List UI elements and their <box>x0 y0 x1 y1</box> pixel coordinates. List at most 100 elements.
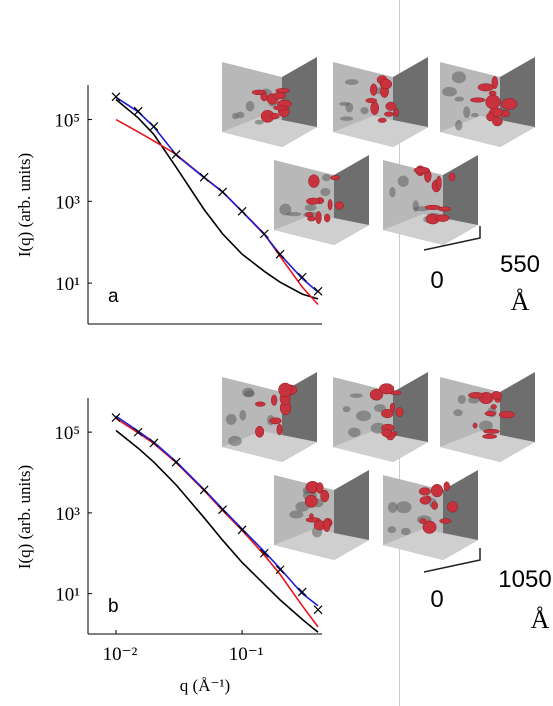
scale-bar-line <box>423 548 481 573</box>
scale-bar: 0 550 Å <box>423 226 540 316</box>
shadow <box>442 86 457 97</box>
shadow <box>387 502 398 513</box>
blob <box>419 518 427 524</box>
blob <box>270 113 280 120</box>
blob <box>394 107 399 118</box>
blob <box>304 494 318 508</box>
blob <box>385 101 397 111</box>
y-tick-label: 10⁵ <box>54 111 80 132</box>
data-point <box>259 229 269 239</box>
blob <box>269 417 282 425</box>
blob <box>501 98 518 110</box>
blob <box>370 83 378 96</box>
scale-unit: Å <box>531 605 550 634</box>
shadow <box>453 409 463 417</box>
blob <box>369 388 384 401</box>
data-point <box>218 187 227 197</box>
shadow <box>342 406 351 413</box>
blob <box>308 174 320 188</box>
shadow <box>455 119 463 131</box>
blob <box>448 172 456 182</box>
scale-bar-line <box>423 226 481 251</box>
data-point <box>297 587 307 597</box>
cube <box>333 57 428 147</box>
data-point <box>149 121 159 131</box>
cube-floor <box>440 431 535 462</box>
data-point <box>133 427 143 437</box>
data-point <box>275 249 285 259</box>
blob <box>327 199 333 211</box>
cube <box>274 155 369 245</box>
blob <box>486 112 495 122</box>
shadow <box>245 100 255 112</box>
cube-floor <box>383 214 478 245</box>
blob <box>320 489 330 503</box>
shadow <box>467 396 480 404</box>
y-axis-label: I(q) (arb. units) <box>15 465 34 569</box>
y-tick-label: 10³ <box>55 504 80 525</box>
chart-panel: 10¹ 10³ 10⁵ I(q) (arb. units) a <box>15 85 323 325</box>
blob <box>271 394 278 406</box>
shadow <box>286 212 302 217</box>
cube-renderings <box>222 57 535 560</box>
shadow <box>463 106 471 119</box>
blob <box>468 392 485 399</box>
blob <box>413 166 430 174</box>
data-point <box>313 286 323 296</box>
blob <box>370 101 379 116</box>
blob <box>309 513 314 519</box>
blob <box>422 520 437 534</box>
blob <box>278 382 293 397</box>
shadow <box>451 71 466 84</box>
cube-floor <box>440 116 535 147</box>
shadow <box>350 393 363 398</box>
y-axis-label: I(q) (arb. units) <box>15 153 34 257</box>
blob <box>439 518 452 524</box>
blob <box>431 501 438 510</box>
shadow <box>322 173 332 182</box>
blob <box>419 496 431 505</box>
blob <box>381 409 394 419</box>
data-point <box>149 438 159 448</box>
cube <box>274 470 369 560</box>
data-point <box>297 272 307 282</box>
cube <box>383 155 478 245</box>
shadow <box>348 427 361 438</box>
blob <box>272 92 287 100</box>
shadow <box>454 96 465 102</box>
shadow <box>232 112 239 120</box>
data-point <box>111 92 121 102</box>
blob <box>491 76 498 90</box>
blob <box>260 92 268 102</box>
y-tick-label: 10³ <box>55 192 80 213</box>
data-point <box>199 485 209 495</box>
y-tick-label: 10⁵ <box>54 423 80 444</box>
cube-floor <box>222 431 317 462</box>
shadow <box>344 79 359 85</box>
scale-end: 550 <box>500 251 540 278</box>
shadow <box>360 106 369 115</box>
shadow <box>400 527 411 536</box>
shadow <box>304 204 317 212</box>
blob <box>273 105 289 111</box>
shadow <box>228 435 242 447</box>
shadow <box>339 116 354 121</box>
blob <box>365 98 378 104</box>
blob <box>323 518 331 532</box>
blob <box>472 422 478 429</box>
data-point <box>275 565 285 575</box>
blob <box>276 423 283 436</box>
shadow <box>279 203 292 216</box>
blob <box>275 88 291 94</box>
cube-floor <box>383 529 478 560</box>
shadow <box>254 119 264 125</box>
x-axis-label: q (Å⁻¹) <box>180 676 230 695</box>
chart-panel: 10¹ 10³ 10⁵ 10⁻² 10⁻¹ I(q) (arb. units) q (Å⁻¹… <box>15 398 323 695</box>
shadow <box>225 413 237 425</box>
cube-floor <box>274 214 369 245</box>
blob <box>316 482 324 494</box>
shadow <box>289 510 304 519</box>
blob <box>490 404 497 410</box>
shadow <box>370 422 386 434</box>
shadow <box>389 186 396 198</box>
